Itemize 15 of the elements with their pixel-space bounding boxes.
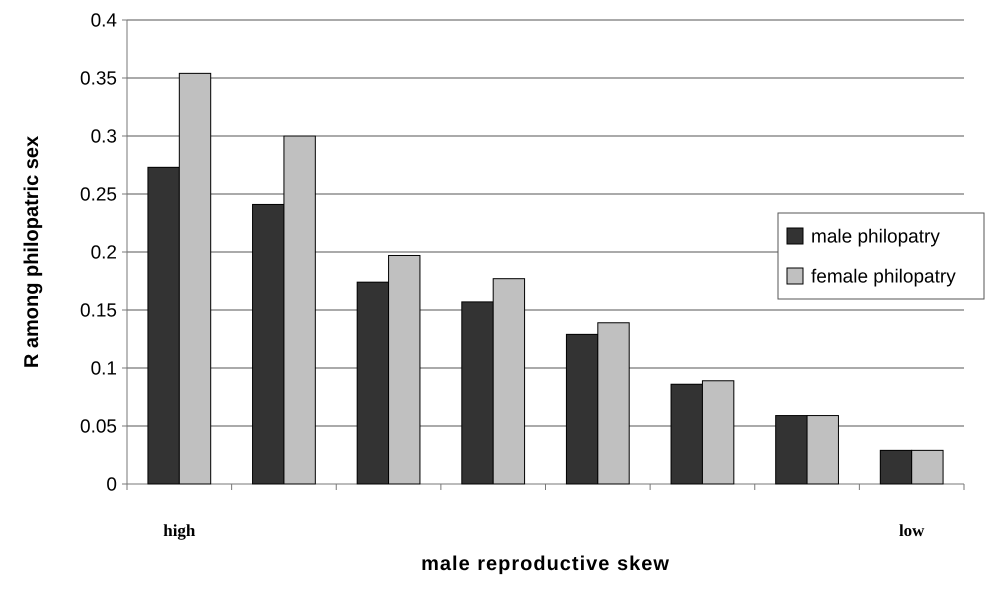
y-tick-label: 0.35 bbox=[80, 68, 117, 90]
y-tick-label: 0.2 bbox=[90, 242, 117, 264]
legend-label: male philopatry bbox=[811, 226, 940, 248]
x-tick-label: high bbox=[163, 521, 196, 540]
y-tick-label: 0.05 bbox=[80, 416, 117, 438]
y-tick-label: 0.4 bbox=[90, 10, 118, 32]
y-tick-label: 0 bbox=[106, 474, 117, 496]
x-axis-title: male reproductive skew bbox=[421, 553, 670, 575]
y-tick-label: 0.15 bbox=[80, 300, 117, 322]
y-tick-label: 0.25 bbox=[80, 184, 117, 206]
y-tick-label: 0.3 bbox=[90, 126, 117, 148]
legend-label: female philopatry bbox=[811, 266, 956, 288]
y-tick-label: 0.1 bbox=[90, 358, 117, 380]
y-axis-title: R among philopatric sex bbox=[21, 136, 43, 368]
x-tick-label: low bbox=[898, 521, 926, 540]
